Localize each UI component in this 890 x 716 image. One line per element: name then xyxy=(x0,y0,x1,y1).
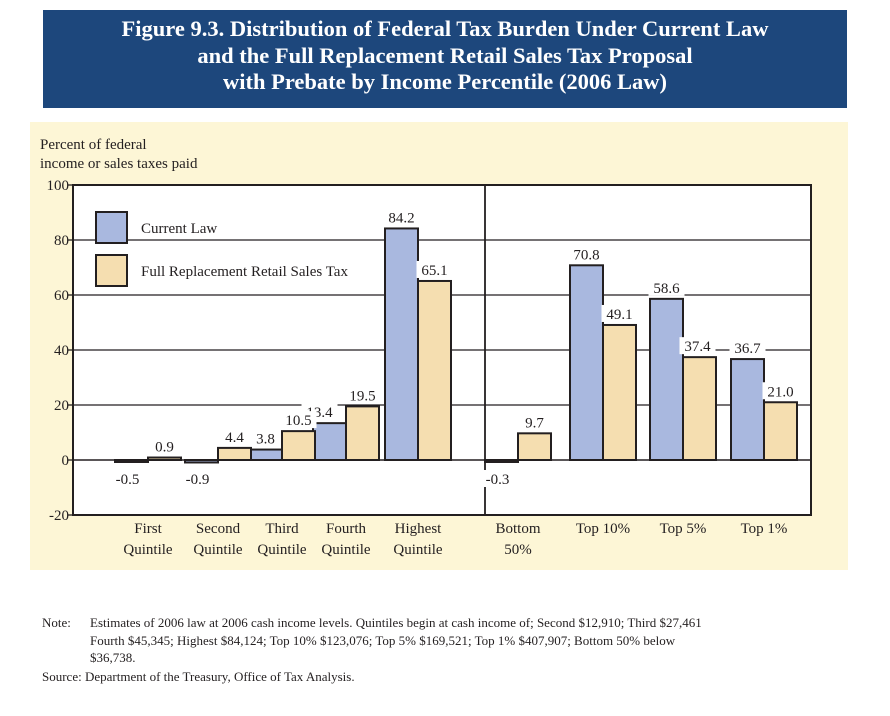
bar-current-law xyxy=(484,459,519,463)
y-tick-label: 20 xyxy=(54,398,69,414)
data-label-mask xyxy=(679,337,716,355)
bar-current-law xyxy=(184,459,219,464)
source-text: Source: Department of the Treasury, Offi… xyxy=(42,668,355,684)
data-label: 4.4 xyxy=(225,430,244,446)
y-tick-label: 0 xyxy=(62,453,70,469)
data-label: 19.5 xyxy=(349,388,375,404)
data-label-mask xyxy=(150,437,179,455)
x-tick-label: Quintile xyxy=(257,542,307,558)
bar-sales-tax xyxy=(763,401,798,461)
y-tick-label: -20 xyxy=(49,508,69,524)
x-tick-label: Second xyxy=(196,521,241,537)
data-label: 49.1 xyxy=(606,307,632,323)
note-line-3: $36,738. xyxy=(90,650,136,665)
data-label: 70.8 xyxy=(573,247,599,263)
bar-sales-tax xyxy=(217,446,252,461)
bar-sales-tax xyxy=(147,456,182,461)
data-label: 84.2 xyxy=(388,210,414,226)
x-tick-label: Quintile xyxy=(123,542,173,558)
legend-label-sales-tax: Full Replacement Retail Sales Tax xyxy=(141,264,348,280)
bar-sales-tax xyxy=(281,430,316,461)
bar-current-law xyxy=(248,448,283,461)
bar-current-law xyxy=(730,358,765,461)
data-label-mask xyxy=(416,260,453,278)
data-label-mask xyxy=(479,470,516,487)
x-tick-label: 50% xyxy=(504,542,532,558)
y-axis-label-line-2: income or sales taxes paid xyxy=(40,156,198,172)
data-label: 21.0 xyxy=(767,384,793,400)
bar-current-law xyxy=(114,459,149,463)
chart-panel: Percent of federal income or sales taxes… xyxy=(30,122,848,570)
x-tick-label: Top 5% xyxy=(660,521,707,537)
x-tick-label: Third xyxy=(265,521,299,537)
data-label-mask xyxy=(601,304,638,322)
data-label: 10.5 xyxy=(285,413,311,429)
x-tick-label: Quintile xyxy=(321,542,371,558)
data-label: 58.6 xyxy=(653,281,680,297)
note-line-2: Fourth $45,345; Highest $84,124; Top 10%… xyxy=(90,632,676,648)
bar-sales-tax xyxy=(345,405,380,461)
y-tick-label: 100 xyxy=(47,178,70,194)
data-label-mask xyxy=(729,339,766,357)
bar-sales-tax xyxy=(417,279,452,461)
x-tick-label: Fourth xyxy=(326,521,367,537)
data-label: 65.1 xyxy=(421,263,447,279)
note-line-1: Estimates of 2006 law at 2006 cash incom… xyxy=(90,615,702,630)
title-banner: Figure 9.3. Distribution of Federal Tax … xyxy=(43,10,847,108)
data-label: 0.9 xyxy=(155,440,174,456)
data-label: -0.5 xyxy=(116,472,140,488)
note-block: Note: Estimates of 2006 law at 2006 cash… xyxy=(42,614,882,685)
data-label-mask xyxy=(383,208,420,226)
data-label-mask xyxy=(109,470,146,487)
x-tick-label: First xyxy=(134,521,162,537)
data-label-mask xyxy=(280,411,317,429)
x-tick-label: Quintile xyxy=(193,542,243,558)
plot-frame xyxy=(72,184,812,516)
y-tick-label: 60 xyxy=(54,288,69,304)
data-label: 9.7 xyxy=(525,415,544,431)
y-tick-label: 40 xyxy=(54,343,69,359)
data-label: 37.4 xyxy=(684,339,711,355)
note-label: Note: xyxy=(42,615,71,630)
data-label: 36.7 xyxy=(734,341,761,357)
data-label-mask xyxy=(568,245,605,263)
data-label: 3.8 xyxy=(256,432,275,448)
y-tick-label: 80 xyxy=(54,233,69,249)
legend-swatch-sales-tax xyxy=(95,254,128,287)
legend-label-current-law: Current Law xyxy=(141,221,217,237)
bar-sales-tax xyxy=(602,323,637,461)
data-label-mask xyxy=(179,470,216,487)
data-label-mask xyxy=(344,386,381,404)
x-tick-label: Top 1% xyxy=(741,521,788,537)
data-label: -0.3 xyxy=(486,472,510,488)
title-line-1: Figure 9.3. Distribution of Federal Tax … xyxy=(121,16,769,41)
data-label: -0.9 xyxy=(186,472,210,488)
x-tick-label: Top 10% xyxy=(576,521,630,537)
data-label-mask xyxy=(220,427,249,445)
x-tick-label: Bottom xyxy=(495,521,540,537)
legend-swatch-current-law xyxy=(95,211,128,244)
title-line-2: and the Full Replacement Retail Sales Ta… xyxy=(197,42,693,68)
data-label-mask xyxy=(648,278,685,296)
x-tick-label: Highest xyxy=(395,521,442,537)
bar-current-law xyxy=(312,422,347,461)
data-label-mask xyxy=(762,382,799,400)
x-tick-label: Quintile xyxy=(393,542,443,558)
y-axis-label-line-1: Percent of federal xyxy=(40,137,147,153)
bar-current-law xyxy=(384,227,419,461)
bar-current-law xyxy=(649,297,684,461)
title-line-3: with Prebate by Income Percentile (2006 … xyxy=(222,69,668,94)
bar-current-law xyxy=(569,264,604,461)
data-label-mask xyxy=(251,429,280,447)
data-label-mask xyxy=(520,413,549,431)
bar-sales-tax xyxy=(517,432,552,462)
bar-sales-tax xyxy=(682,356,717,461)
